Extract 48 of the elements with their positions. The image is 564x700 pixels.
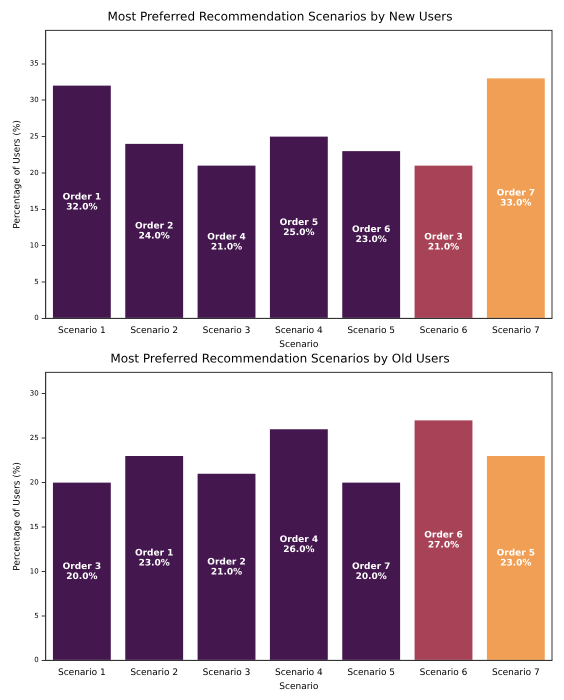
x-tick-label: Scenario 3 xyxy=(202,326,250,336)
data-label: Order 4 21.0% xyxy=(207,232,246,252)
x-tick-label: Scenario 1 xyxy=(58,326,106,336)
data-label: Order 1 23.0% xyxy=(134,548,174,569)
bar xyxy=(486,456,545,660)
data-label: Order 3 21.0% xyxy=(424,232,463,252)
bar xyxy=(342,482,400,660)
bar xyxy=(486,78,545,318)
bar xyxy=(342,151,400,318)
data-label: Order 6 23.0% xyxy=(352,225,390,246)
x-tick-label: Scenario 4 xyxy=(274,668,323,678)
x-tick-label: Scenario 4 xyxy=(274,326,323,336)
data-label: Order 2 21.0% xyxy=(207,557,246,578)
x-tick-label: Scenario 6 xyxy=(420,326,468,336)
bar xyxy=(125,144,184,318)
bar xyxy=(52,482,111,660)
data-label: Order 2 24.0% xyxy=(134,221,174,242)
x-tick-label: Scenario 5 xyxy=(347,668,396,678)
bar xyxy=(270,136,328,318)
x-tick-label: Scenario 5 xyxy=(347,326,396,336)
bar xyxy=(198,474,256,660)
chart-title: Most Preferred Recommendation Scenarios by Old Users xyxy=(110,351,450,366)
x-tick-label: Scenario 6 xyxy=(420,668,468,678)
x-tick-label: Scenario 2 xyxy=(130,326,178,336)
data-label: Order 5 23.0% xyxy=(496,548,536,569)
x-tick-label: Scenario 1 xyxy=(58,668,106,678)
y-axis-title: Percentage of Users (%) xyxy=(12,462,23,571)
data-label: Order 1 32.0% xyxy=(62,192,102,212)
bar xyxy=(198,166,256,318)
x-tick-label: Scenario 3 xyxy=(202,668,250,678)
bar xyxy=(414,166,472,318)
data-label: Order 7 33.0% xyxy=(496,188,536,209)
y-axis-title: Percentage of Users (%) xyxy=(12,120,23,229)
bar xyxy=(270,429,328,660)
bar xyxy=(414,420,472,660)
data-label: Order 4 26.0% xyxy=(280,535,318,556)
data-label: Order 5 25.0% xyxy=(280,218,318,238)
data-label: Order 6 27.0% xyxy=(424,530,463,551)
bar xyxy=(52,86,111,318)
x-axis-title: Scenario xyxy=(279,682,319,692)
x-axis-title: Scenario xyxy=(279,340,319,350)
data-label: Order 3 20.0% xyxy=(62,562,102,582)
x-tick-label: Scenario 2 xyxy=(130,668,178,678)
chart-title: Most Preferred Recommendation Scenarios by New Users xyxy=(108,9,452,24)
x-tick-label: Scenario 7 xyxy=(492,668,540,678)
x-tick-label: Scenario 7 xyxy=(492,326,540,336)
bar xyxy=(125,456,184,660)
data-label: Order 7 20.0% xyxy=(352,562,390,582)
